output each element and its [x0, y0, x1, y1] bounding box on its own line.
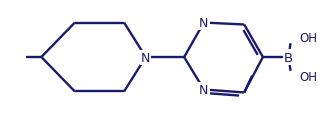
Text: N: N — [199, 17, 209, 30]
Text: B: B — [284, 51, 293, 64]
Text: N: N — [141, 51, 150, 64]
Text: OH: OH — [300, 32, 317, 44]
Text: OH: OH — [300, 71, 317, 83]
Text: N: N — [199, 83, 209, 96]
